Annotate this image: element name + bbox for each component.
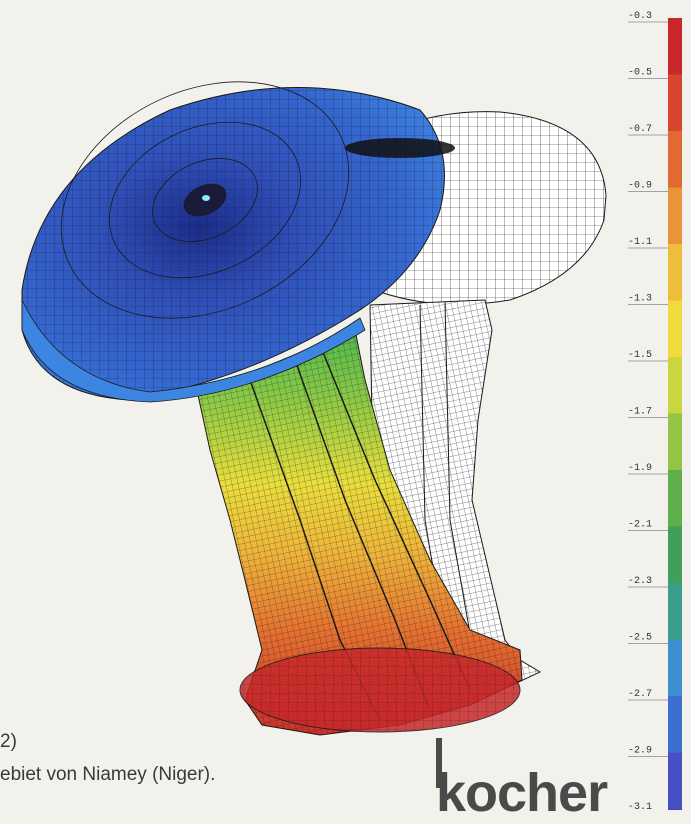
legend-swatch xyxy=(668,357,682,414)
legend-swatch xyxy=(668,470,682,527)
caption-line-2: ebiet von Niamey (Niger). xyxy=(0,764,215,786)
legend-label: -1.5 xyxy=(628,350,652,361)
legend-swatch xyxy=(668,696,682,753)
color-legend: -0.3 -0.5 -0.7 -0.9 -1.1 -1.3 -1.5 -1.7 -1.9 -2.1… xyxy=(628,11,682,810)
legend-label: -2.3 xyxy=(628,576,652,587)
legend-label: -2.9 xyxy=(628,746,652,757)
legend-swatch xyxy=(668,131,682,188)
legend-label: -2.7 xyxy=(628,689,652,700)
legend-label: -2.5 xyxy=(628,633,652,644)
legend-label: -0.3 xyxy=(628,11,652,22)
legend-label: -1.1 xyxy=(628,237,652,248)
legend-label: -1.9 xyxy=(628,463,652,474)
legend-swatch xyxy=(668,583,682,640)
legend-swatch xyxy=(668,301,682,358)
legend-label: -0.7 xyxy=(628,124,652,135)
legend-swatch xyxy=(668,753,682,810)
legend-swatch xyxy=(668,244,682,301)
legend-label: -3.1 xyxy=(628,802,652,810)
logo-text: kocher xyxy=(436,762,607,824)
legend-swatch xyxy=(668,640,682,697)
legend-label: -1.3 xyxy=(628,294,652,305)
legend-label: -1.7 xyxy=(628,407,652,418)
caption-line-1: 2) xyxy=(0,731,17,753)
legend-label: -0.9 xyxy=(628,181,652,192)
legend-label: -0.5 xyxy=(628,68,652,79)
legend-swatch xyxy=(668,75,682,132)
legend-label: -2.1 xyxy=(628,520,652,531)
kocher-logo: kocher xyxy=(436,738,606,810)
legend-swatch xyxy=(668,527,682,584)
legend-swatch xyxy=(668,18,682,75)
legend-swatch xyxy=(668,188,682,245)
legend-swatch xyxy=(668,414,682,471)
